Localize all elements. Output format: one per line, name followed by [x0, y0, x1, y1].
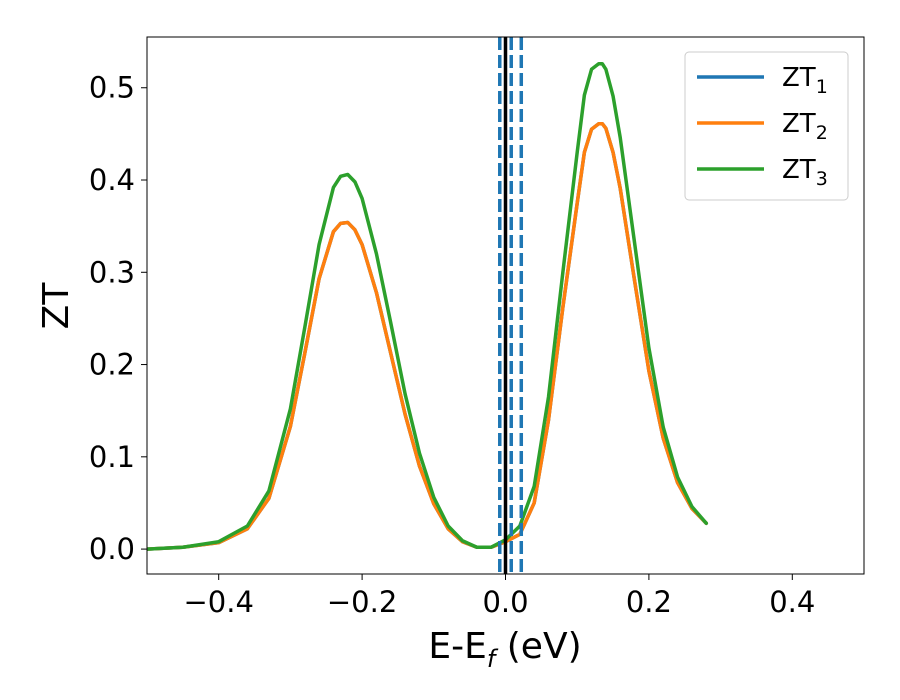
legend: ZT1 ZT2 ZT3: [684, 51, 849, 201]
x-tick-label: −0.4: [183, 585, 253, 619]
series-line-zt3: [147, 62, 709, 551]
x-axis-label-tail: (eV): [495, 626, 581, 667]
x-tick-label: −0.2: [327, 585, 397, 619]
x-axis-label: E-Ef (eV): [428, 626, 581, 673]
x-tick-label: 0.4: [769, 585, 815, 619]
y-axis-ticks: 0.0 0.1 0.2 0.3 0.4 0.5: [89, 71, 147, 566]
x-axis-label-main: E-E: [428, 626, 486, 667]
reference-lines: [498, 37, 524, 574]
x-tick-label: 0.0: [482, 585, 528, 619]
y-axis-label: ZT: [36, 282, 77, 330]
y-tick-label: 0.5: [89, 71, 135, 105]
y-tick-label: 0.1: [89, 440, 135, 474]
legend-box: [684, 51, 849, 201]
x-tick-label: 0.2: [626, 585, 672, 619]
plot-lines: [147, 62, 709, 551]
legend-label-zt2: ZT2: [782, 109, 828, 144]
y-tick-label: 0.2: [89, 348, 135, 382]
legend-label-zt1: ZT1: [782, 63, 828, 98]
y-tick-label: 0.3: [89, 255, 135, 289]
x-axis-ticks: −0.4 −0.2 0.0 0.2 0.4: [183, 574, 815, 619]
legend-label-zt3: ZT3: [782, 155, 828, 190]
y-tick-label: 0.0: [89, 532, 135, 566]
y-tick-label: 0.4: [89, 163, 135, 197]
